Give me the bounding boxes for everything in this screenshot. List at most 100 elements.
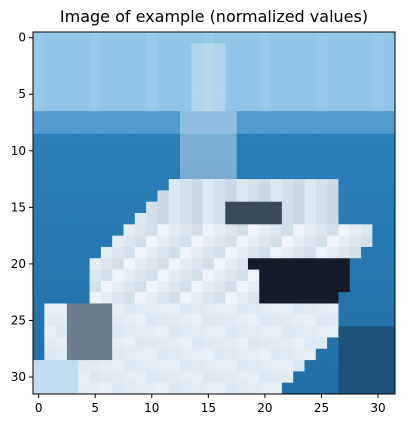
image-pixel xyxy=(372,382,385,395)
image-pixel xyxy=(247,258,260,270)
image-pixel xyxy=(304,213,317,225)
image-pixel xyxy=(281,54,294,67)
image-pixel xyxy=(44,32,57,44)
image-pixel xyxy=(134,99,147,112)
image-pixel xyxy=(293,77,305,89)
image-pixel xyxy=(33,326,45,338)
image-pixel xyxy=(78,190,90,203)
image-pixel xyxy=(372,190,385,203)
image-pixel xyxy=(123,292,136,304)
image-pixel xyxy=(123,54,136,67)
image-pixel xyxy=(236,145,249,157)
image-pixel xyxy=(146,326,158,338)
image-pixel xyxy=(89,54,102,67)
image-pixel xyxy=(304,348,317,361)
image-pixel xyxy=(304,145,317,157)
image-pixel xyxy=(44,371,57,384)
image-pixel xyxy=(89,382,102,395)
image-pixel xyxy=(33,179,45,191)
image-pixel xyxy=(66,371,79,384)
image-pixel xyxy=(191,179,204,191)
image-pixel xyxy=(293,246,305,259)
image-pixel xyxy=(78,167,90,180)
image-pixel xyxy=(304,156,317,169)
image-pixel xyxy=(78,122,90,135)
image-pixel xyxy=(33,190,45,203)
image-pixel xyxy=(112,54,124,67)
image-pixel xyxy=(372,326,385,338)
image-pixel xyxy=(236,43,249,56)
image-pixel xyxy=(55,43,68,56)
image-pixel xyxy=(349,235,362,248)
image-pixel xyxy=(89,77,102,89)
image-pixel xyxy=(361,303,373,316)
image-pixel xyxy=(55,314,68,327)
image-pixel xyxy=(55,292,68,304)
image-pixel xyxy=(315,224,328,237)
image-pixel xyxy=(372,303,385,316)
image-pixel xyxy=(55,77,68,89)
image-pixel xyxy=(338,314,351,327)
image-pixel xyxy=(134,224,147,237)
image-pixel xyxy=(168,167,181,180)
image-pixel xyxy=(202,337,215,350)
image-pixel xyxy=(123,280,136,293)
image-pixel xyxy=(327,326,339,338)
image-pixel xyxy=(236,337,249,350)
image-pixel xyxy=(89,167,102,180)
image-pixel xyxy=(372,54,385,67)
image-pixel xyxy=(191,111,204,123)
image-pixel xyxy=(112,201,124,214)
image-pixel xyxy=(100,360,113,372)
image-pixel xyxy=(383,77,396,89)
image-pixel xyxy=(236,213,249,225)
image-pixel xyxy=(349,213,362,225)
image-pixel xyxy=(338,201,351,214)
image-pixel xyxy=(66,348,79,361)
image-pixel xyxy=(349,348,362,361)
image-pixel xyxy=(349,54,362,67)
image-pixel xyxy=(89,133,102,146)
image-pixel xyxy=(78,269,90,282)
image-pixel xyxy=(33,201,45,214)
image-pixel xyxy=(304,314,317,327)
image-pixel xyxy=(225,77,238,89)
image-pixel xyxy=(66,326,79,338)
image-pixel xyxy=(281,360,294,372)
image-pixel xyxy=(134,88,147,101)
image-pixel xyxy=(270,280,283,293)
image-pixel xyxy=(191,326,204,338)
axes-frame xyxy=(32,31,396,395)
image-pixel xyxy=(44,122,57,135)
image-pixel xyxy=(123,246,136,259)
x-axis: 0 5 10 15 20 25 30 xyxy=(35,394,386,415)
image-pixel xyxy=(338,224,351,237)
image-pixel xyxy=(123,371,136,384)
image-pixel xyxy=(123,32,136,44)
image-pixel xyxy=(259,360,271,372)
image-pixel xyxy=(214,348,226,361)
image-pixel xyxy=(44,201,57,214)
image-pixel xyxy=(270,65,283,78)
image-pixel xyxy=(315,54,328,67)
image-pixel xyxy=(214,65,226,78)
image-pixel xyxy=(55,382,68,395)
y-tick-label: 20 xyxy=(11,257,26,271)
image-pixel xyxy=(89,179,102,191)
image-pixel xyxy=(134,235,147,248)
image-pixel xyxy=(383,258,396,270)
image-pixel xyxy=(281,111,294,123)
image-pixel xyxy=(180,337,192,350)
image-pixel xyxy=(89,360,102,372)
image-pixel xyxy=(383,65,396,78)
image-pixel xyxy=(191,43,204,56)
image-pixel xyxy=(247,133,260,146)
image-pixel xyxy=(293,122,305,135)
image-pixel xyxy=(100,179,113,191)
image-pixel xyxy=(55,258,68,270)
image-pixel xyxy=(112,43,124,56)
image-pixel xyxy=(259,77,271,89)
image-pixel xyxy=(168,65,181,78)
image-pixel xyxy=(191,99,204,112)
image-pixel xyxy=(259,133,271,146)
